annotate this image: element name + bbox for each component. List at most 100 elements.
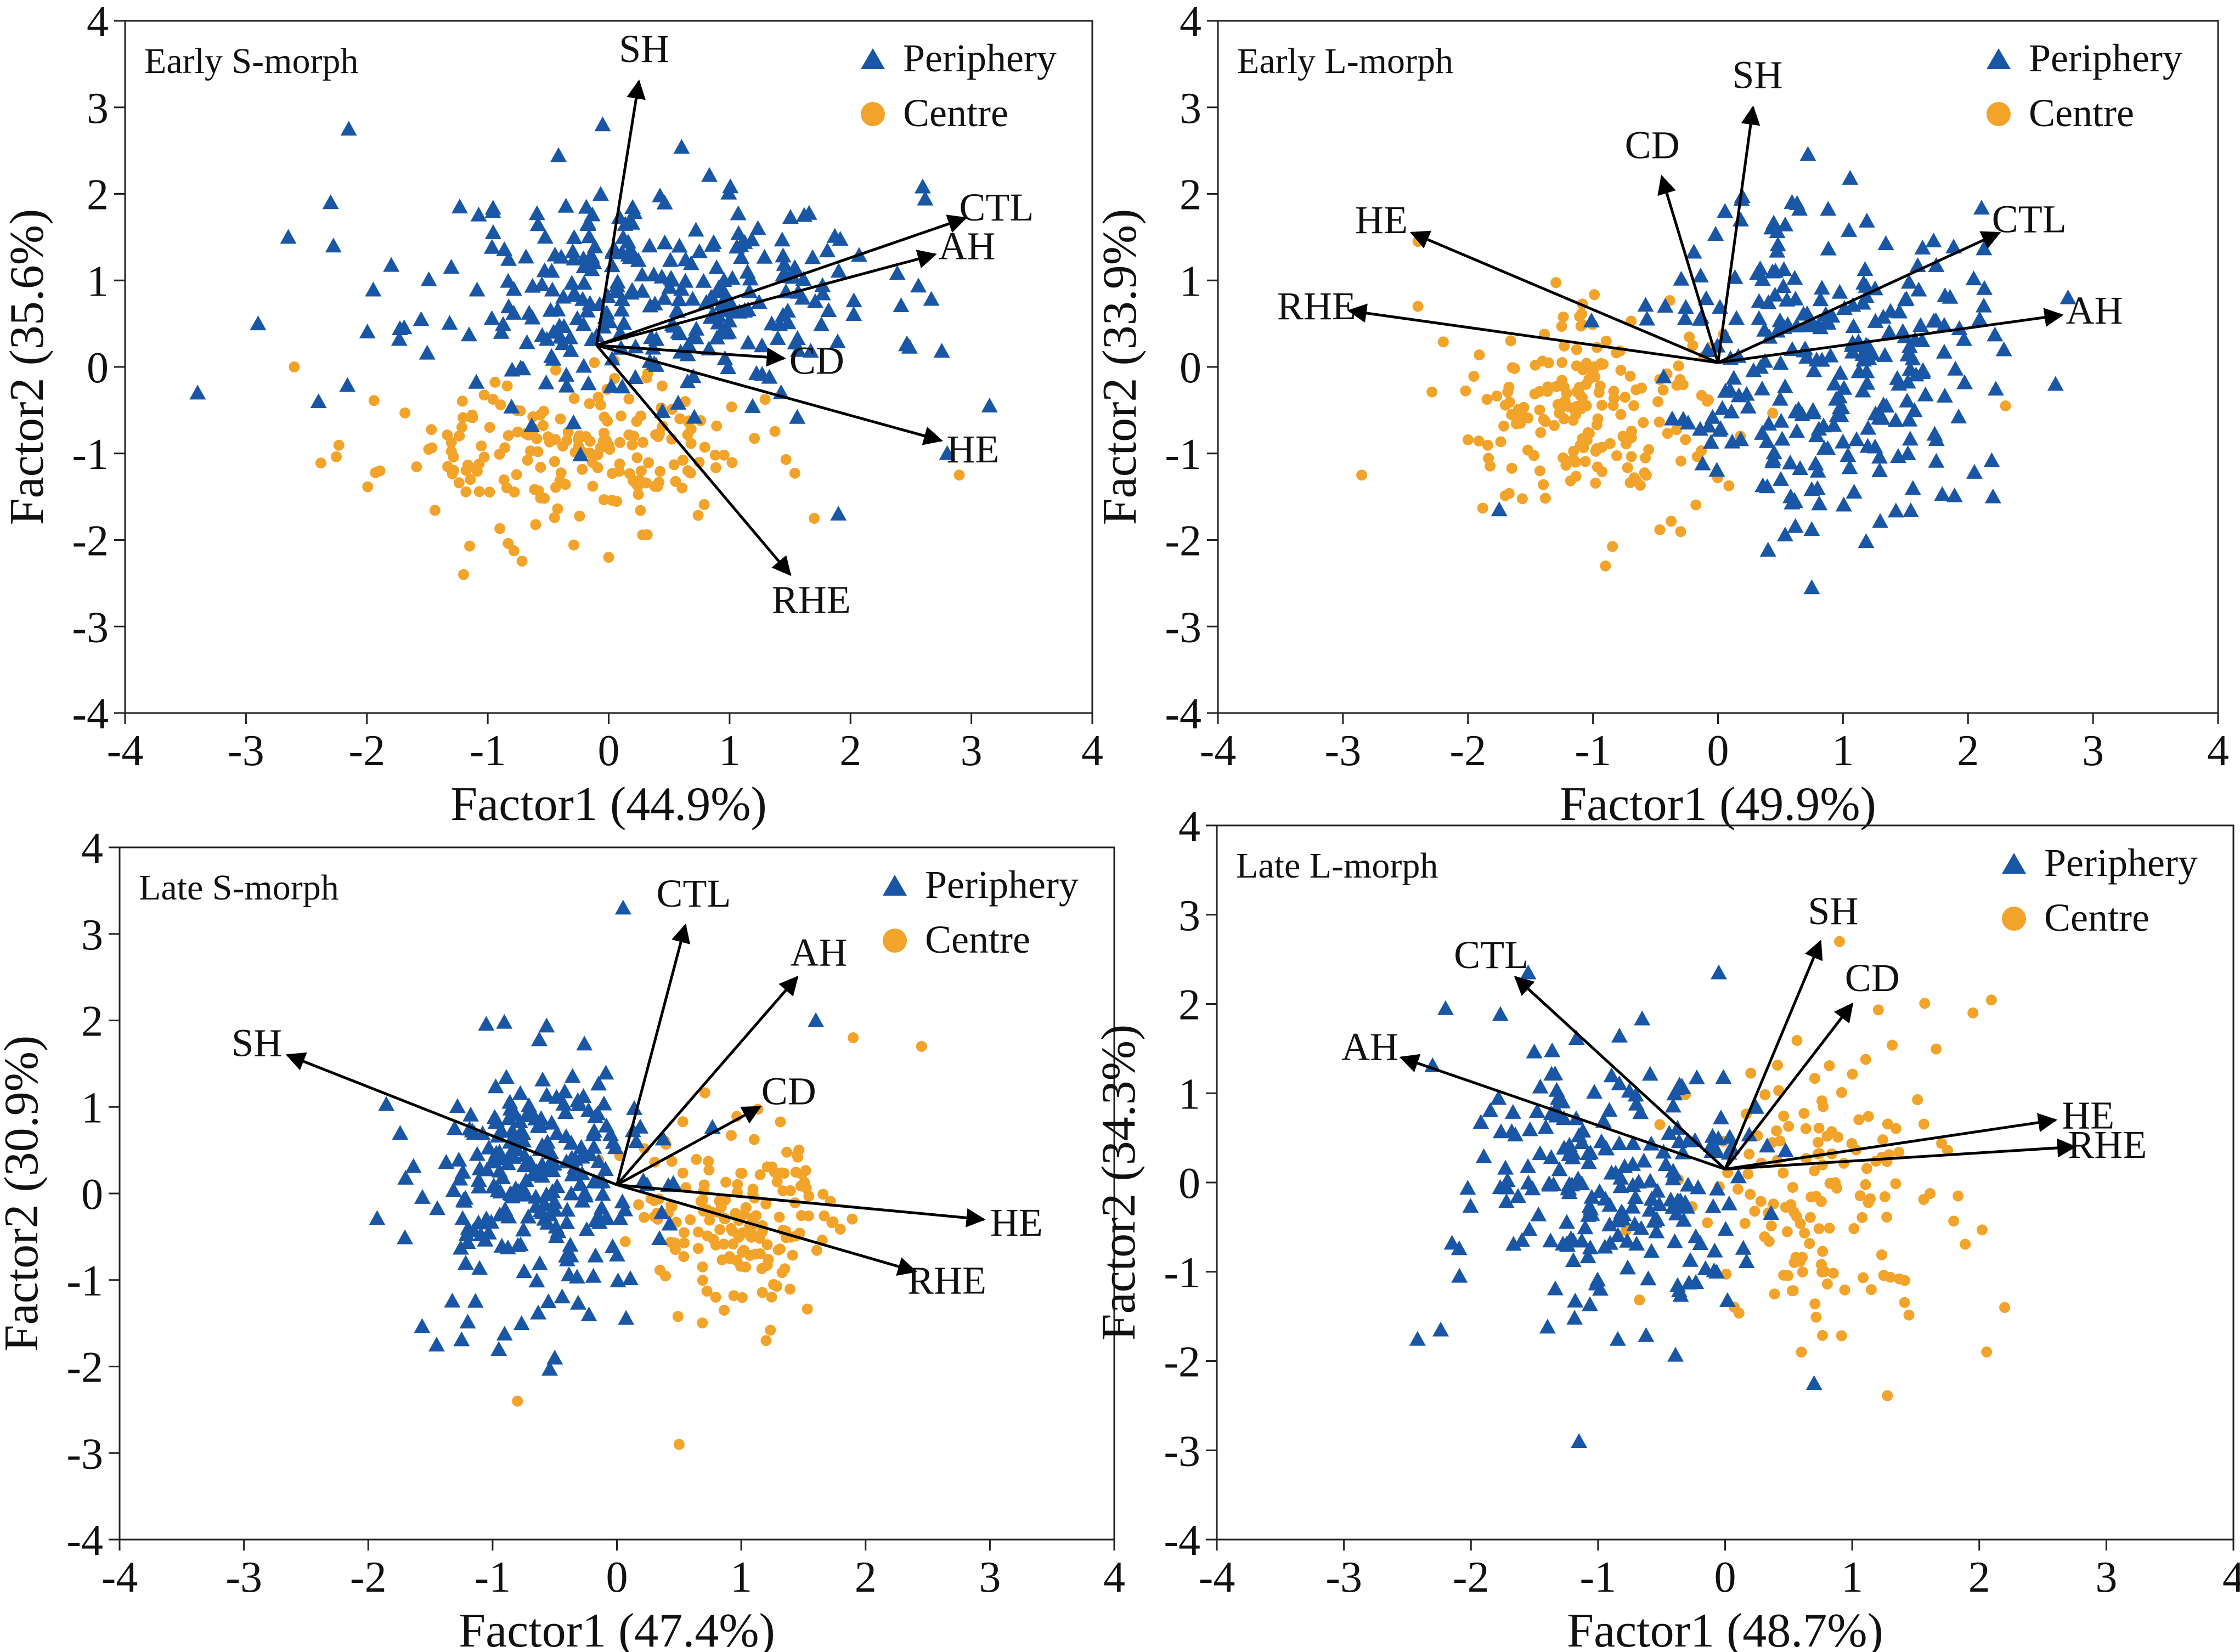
legend-centre-label: Centre xyxy=(903,91,1008,135)
vector-label-ctl: CTL xyxy=(1454,933,1528,977)
centre-point xyxy=(1812,1136,1824,1148)
periphery-point xyxy=(608,1247,625,1262)
x-tick-label: 0 xyxy=(1714,1553,1736,1602)
periphery-point xyxy=(1628,1095,1645,1111)
periphery-point xyxy=(524,278,541,293)
periphery-point xyxy=(820,302,837,317)
centre-point xyxy=(760,1335,772,1347)
panel-2: -4 -3 -2 -1 0 1 2 3 4 4 3 2 1 0 -1 -2 -3 -4 Factor1 (49.9%… xyxy=(1093,0,2229,831)
periphery-point xyxy=(795,207,813,222)
x-tick-label: -1 xyxy=(1580,1553,1617,1602)
vector-ah xyxy=(1399,1054,1726,1170)
periphery-point xyxy=(1643,1243,1660,1258)
y-tick-label: -2 xyxy=(1164,1338,1200,1387)
periphery-point xyxy=(740,301,757,316)
periphery-point xyxy=(730,205,747,220)
periphery-point xyxy=(413,311,430,326)
vector-label-cd: CD xyxy=(1625,123,1680,167)
centre-point xyxy=(1589,289,1600,301)
periphery-point xyxy=(538,1087,555,1102)
centre-point xyxy=(1846,1138,1858,1150)
centre-point xyxy=(1881,1212,1893,1223)
periphery-point xyxy=(1532,1145,1549,1161)
periphery-point xyxy=(478,1016,495,1031)
centre-point xyxy=(776,1267,788,1278)
periphery-point xyxy=(1672,1287,1689,1302)
periphery-point xyxy=(595,1095,612,1111)
periphery-point xyxy=(530,1304,547,1320)
centre-point xyxy=(1832,1131,1844,1143)
periphery-point xyxy=(449,1098,466,1113)
periphery-point xyxy=(626,1100,643,1115)
periphery-point xyxy=(1855,352,1872,367)
centre-point xyxy=(677,1116,689,1128)
periphery-point xyxy=(557,1128,574,1144)
centre-point xyxy=(1936,1138,1948,1149)
x-tick-label: 4 xyxy=(2207,727,2229,775)
periphery-point xyxy=(1760,294,1777,309)
centre-point xyxy=(1482,439,1493,451)
periphery-point xyxy=(1595,1113,1612,1128)
periphery-point xyxy=(528,205,545,220)
centre-point xyxy=(1796,1347,1807,1358)
periphery-point xyxy=(684,291,701,306)
centre-point xyxy=(692,1243,704,1254)
centre-point xyxy=(1592,413,1604,425)
periphery-point xyxy=(1803,481,1820,496)
periphery-point xyxy=(414,1189,431,1204)
y-tick-label: -2 xyxy=(66,1344,103,1392)
centre-point xyxy=(374,465,386,477)
periphery-point xyxy=(682,255,699,270)
periphery-point xyxy=(1842,169,1859,185)
y-tick-label: -3 xyxy=(72,603,109,652)
centre-point xyxy=(495,399,506,411)
x-axis-label: Factor1 (44.9%) xyxy=(450,778,767,831)
x-tick-label: -2 xyxy=(350,1553,387,1602)
centre-point xyxy=(704,1214,715,1226)
centre-point xyxy=(1516,493,1528,505)
periphery-point xyxy=(1791,201,1808,216)
x-tick-label: -3 xyxy=(228,727,264,775)
periphery-point xyxy=(564,1068,581,1083)
periphery-point xyxy=(365,281,382,297)
vector-label-he: HE xyxy=(2062,1093,2114,1137)
centre-point xyxy=(466,409,478,421)
periphery-point xyxy=(1593,1133,1610,1149)
y-axis-label: Factor2 (34.3%) xyxy=(1092,1025,1146,1341)
periphery-point xyxy=(1665,1097,1682,1113)
centre-point xyxy=(1468,371,1480,382)
centre-point xyxy=(1813,1223,1825,1235)
y-tick-label: 4 xyxy=(1178,802,1200,851)
centre-point xyxy=(503,430,514,442)
periphery-point xyxy=(527,1198,544,1213)
periphery-point xyxy=(1505,1236,1522,1251)
periphery-point xyxy=(718,324,735,340)
centre-point xyxy=(670,476,681,487)
periphery-point xyxy=(1702,434,1719,449)
centre-point xyxy=(1552,399,1564,410)
periphery-point xyxy=(1840,447,1857,462)
centre-point xyxy=(1781,1226,1793,1237)
centre-point xyxy=(602,415,613,427)
periphery-point xyxy=(1871,409,1888,425)
centre-point xyxy=(699,1087,710,1099)
centre-point xyxy=(1662,428,1673,439)
periphery-point xyxy=(396,319,413,335)
periphery-point xyxy=(1655,369,1672,384)
legend-centre-label: Centre xyxy=(2029,91,2134,135)
centre-point xyxy=(1608,393,1620,404)
periphery-point xyxy=(1499,1172,1516,1187)
periphery-point xyxy=(1966,463,1983,479)
periphery-point xyxy=(1936,316,1953,332)
centre-point xyxy=(634,474,645,486)
centre-point xyxy=(1522,444,1533,456)
centre-point xyxy=(720,1176,732,1188)
centre-point xyxy=(1575,320,1587,332)
periphery-point xyxy=(543,263,560,278)
periphery-point xyxy=(585,1268,602,1283)
periphery-point xyxy=(634,267,651,282)
y-axis-label: Factor2 (33.9%) xyxy=(1093,209,1147,525)
periphery-point xyxy=(460,1220,477,1235)
periphery-point xyxy=(1971,310,1988,326)
periphery-point xyxy=(1638,1327,1655,1342)
